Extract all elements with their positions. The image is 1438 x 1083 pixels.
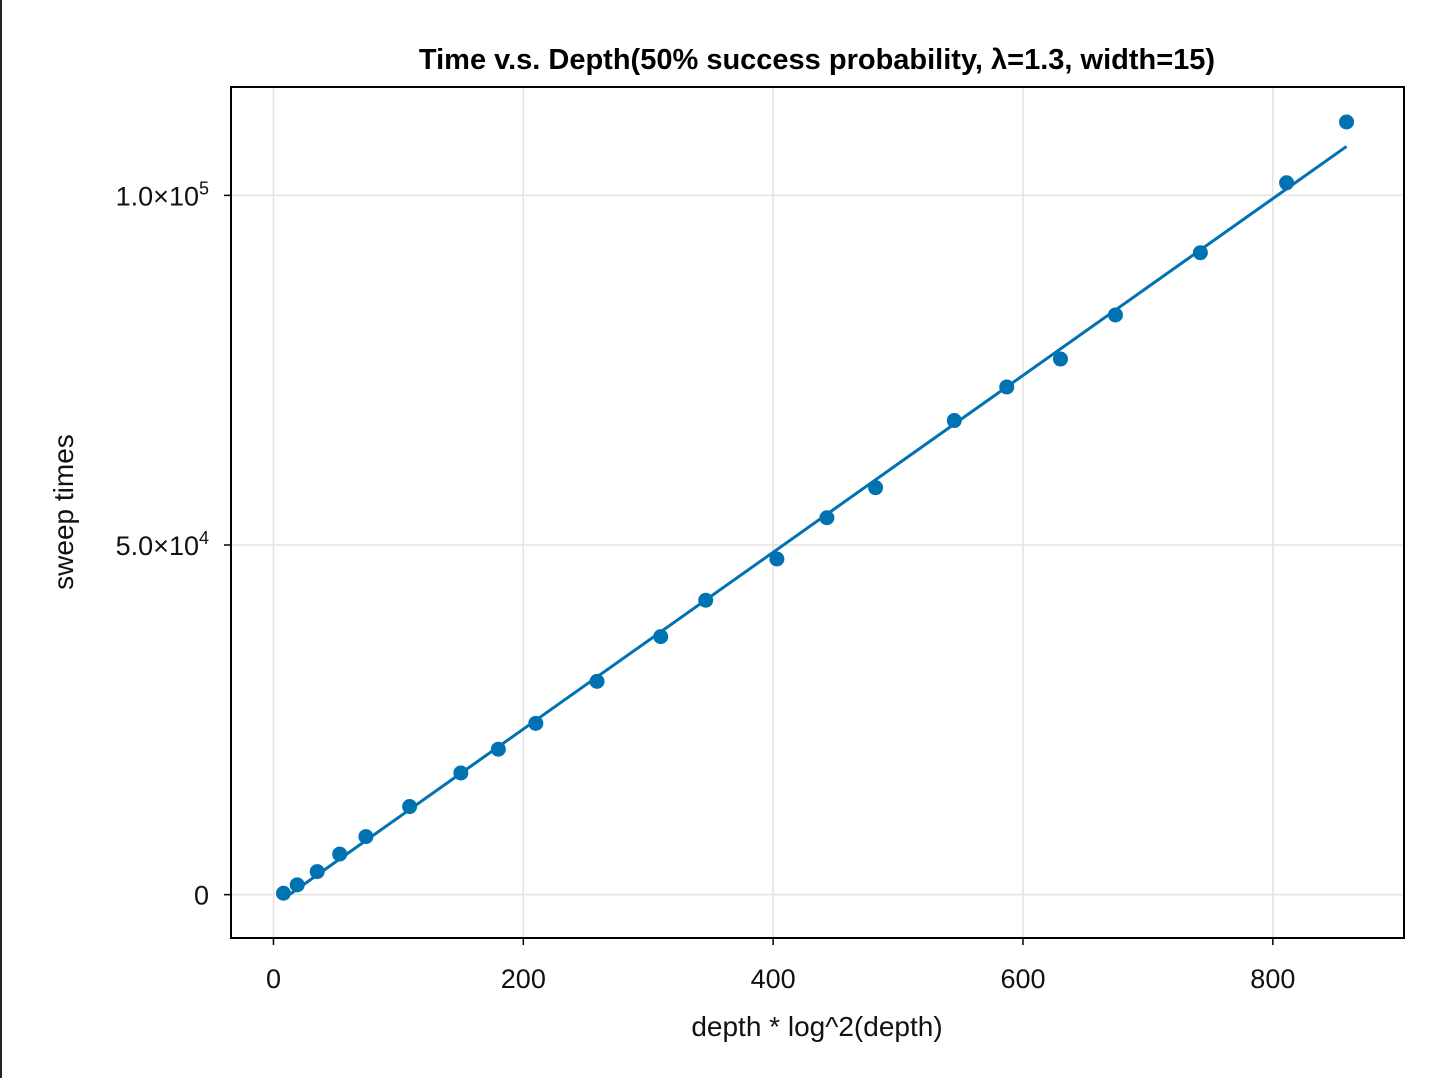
data-point	[819, 510, 835, 526]
axis-ticks: 0 200 400 600 800 0 5.0×104 1.0×105	[116, 178, 1296, 994]
y-tick-label: 5.0×104	[116, 528, 209, 561]
plot-area-border	[230, 86, 1405, 939]
x-tick-label: 600	[1000, 964, 1045, 994]
chart-title: Time v.s. Depth(50% success probability,…	[419, 44, 1215, 76]
y-tick-exponent: 5	[199, 178, 209, 198]
data-point	[289, 877, 305, 893]
data-point	[868, 480, 884, 496]
data-point	[946, 413, 962, 429]
data-point	[275, 885, 291, 901]
data-point	[528, 715, 544, 731]
data-points-layer	[275, 114, 1355, 901]
x-tick-label: 200	[501, 964, 546, 994]
fit-line	[282, 145, 1348, 901]
y-tick-mantissa: 5.0×10	[116, 531, 199, 561]
data-point	[358, 829, 374, 845]
x-tick-label: 0	[266, 964, 281, 994]
data-point	[332, 846, 348, 862]
data-point	[653, 629, 669, 645]
data-point	[1052, 351, 1068, 367]
data-point	[1107, 307, 1123, 323]
y-tick-mantissa: 0	[194, 881, 209, 911]
fit-line-layer	[282, 145, 1348, 901]
y-tick-exponent: 4	[199, 528, 209, 548]
x-axis-label: depth * log^2(depth)	[691, 1011, 942, 1042]
x-tick-label: 800	[1250, 964, 1295, 994]
data-point	[1279, 175, 1295, 191]
y-tick-mantissa: 1.0×10	[116, 181, 199, 211]
data-point	[453, 765, 469, 781]
data-point	[309, 864, 325, 880]
data-point	[1339, 114, 1355, 130]
y-axis-label: sweep times	[48, 434, 79, 590]
data-point	[1192, 245, 1208, 261]
grid-lines	[231, 87, 1404, 938]
y-tick-label: 0	[194, 881, 209, 911]
data-point	[999, 379, 1015, 395]
data-point	[402, 799, 418, 815]
data-point	[769, 551, 785, 567]
data-point	[698, 592, 714, 608]
data-point	[589, 673, 605, 689]
x-tick-label: 400	[751, 964, 796, 994]
y-tick-label: 1.0×105	[116, 178, 209, 211]
data-point	[490, 741, 506, 757]
